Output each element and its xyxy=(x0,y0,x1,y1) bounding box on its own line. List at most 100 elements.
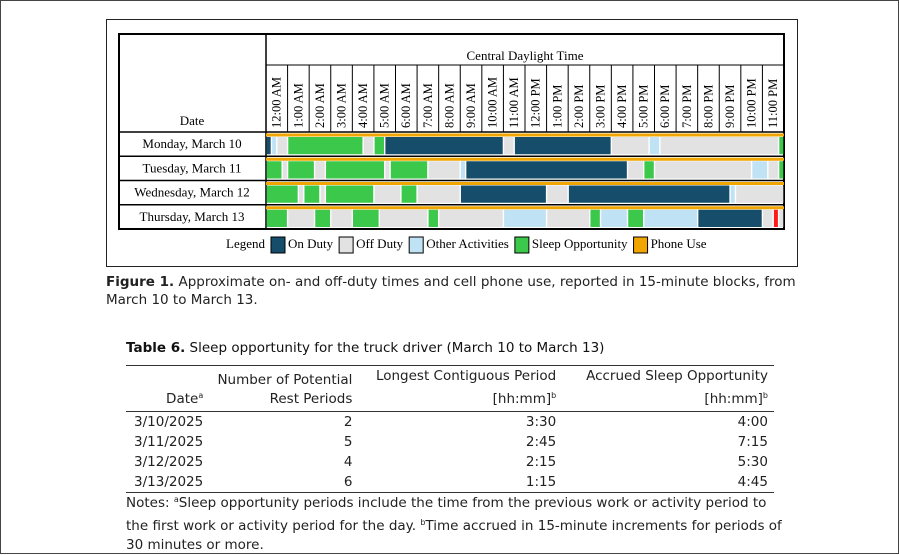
activity-block xyxy=(326,161,385,179)
activity-block xyxy=(288,161,314,179)
phone-use-strip xyxy=(266,182,784,185)
activity-block xyxy=(601,209,627,227)
x-tick-label: 5:00 AM xyxy=(378,83,392,128)
y-tick-label: Tuesday, March 11 xyxy=(143,160,242,175)
activity-block xyxy=(730,185,735,203)
x-tick-label: 6:00 AM xyxy=(399,83,413,128)
legend-swatch xyxy=(514,236,530,254)
table-label: Table 6. xyxy=(126,340,186,356)
notes: Notes: aSleep opportunity periods includ… xyxy=(126,490,786,555)
note-text: Sleep opportunity periods include the ti… xyxy=(126,495,767,534)
y-axis-label: Date xyxy=(180,113,205,128)
column-header-line: [hh:mm] xyxy=(492,391,552,407)
column-header: Number of Potential Rest Periods xyxy=(209,365,359,412)
x-tick-label: 8:00 AM xyxy=(442,83,456,128)
column-header-line: Number of Potential xyxy=(217,372,353,388)
x-tick-label: 12:00 AM xyxy=(270,77,284,128)
activity-block xyxy=(428,161,460,179)
activity-block xyxy=(401,185,417,203)
x-tick-label: 4:00 AM xyxy=(356,83,370,128)
x-tick-label: 9:00 AM xyxy=(464,83,478,128)
activity-block xyxy=(331,209,352,227)
activity-block xyxy=(374,185,401,203)
activity-block xyxy=(439,209,503,227)
activity-block xyxy=(266,209,287,227)
activity-block xyxy=(374,137,385,155)
header-row: Datea Number of Potential Rest Periods Long… xyxy=(126,365,774,412)
column-header: Datea xyxy=(126,365,210,412)
x-tick-label: 3:00 PM xyxy=(593,85,607,128)
table-cell: 4:00 xyxy=(737,414,768,430)
activity-block xyxy=(266,137,271,155)
activity-block xyxy=(380,209,428,227)
activity-block xyxy=(547,185,568,203)
activity-block xyxy=(644,161,654,179)
legend-swatch xyxy=(408,236,424,254)
activity-block xyxy=(628,209,644,227)
legend-swatch xyxy=(338,236,354,254)
table-title: Table 6. Sleep opportunity for the truck… xyxy=(126,340,604,356)
legend-title: Legend xyxy=(226,236,265,251)
column-header-line: [hh:mm] xyxy=(704,391,763,407)
table-row: 3/10/2025 2 3:30 4:00 xyxy=(126,412,774,433)
x-tick-label: 7:00 PM xyxy=(680,85,694,128)
table-cell: 3/13/2025 xyxy=(126,472,210,493)
activity-block xyxy=(547,209,590,227)
activity-block xyxy=(266,161,282,179)
legend-label: Off Duty xyxy=(356,236,404,251)
activity-block xyxy=(504,209,546,227)
table-cell: 2:45 xyxy=(525,434,557,450)
x-tick-label: 10:00 PM xyxy=(745,78,759,128)
activity-block xyxy=(779,137,784,155)
activity-block xyxy=(752,161,768,179)
table-cell: 1:15 xyxy=(358,472,563,493)
x-axis-label: Central Daylight Time xyxy=(467,48,584,63)
table-cell: 5 xyxy=(343,434,353,450)
chart: Central Daylight Time Date 12:00 AM 1:00 … xyxy=(118,33,785,254)
activity-block xyxy=(736,185,784,203)
x-tick-label: 9:00 PM xyxy=(723,85,737,128)
x-tick-label: 1:00 PM xyxy=(550,85,564,128)
activity-block xyxy=(315,209,331,227)
caption-label: Figure 1. xyxy=(106,274,175,290)
figure-frame xyxy=(106,19,798,267)
table-cell: 7:15 xyxy=(737,434,768,450)
activity-block xyxy=(277,137,287,155)
x-tick-label: 7:00 AM xyxy=(421,83,435,128)
activity-block xyxy=(304,185,320,203)
activity-block xyxy=(385,161,390,179)
activity-block xyxy=(417,185,460,203)
footnote-mark: b xyxy=(420,518,426,527)
phone-use-strip xyxy=(266,206,784,210)
activity-block xyxy=(779,161,784,179)
table-title-text: Sleep opportunity for the truck driver (… xyxy=(189,340,605,356)
table-cell: 3:30 xyxy=(525,414,557,430)
activity-block xyxy=(282,161,287,179)
x-tick-label: 10:00 AM xyxy=(486,77,500,128)
note-text: Time accrued in 15-minute increments for… xyxy=(126,518,782,553)
table-row: 3/13/2025 6 1:15 4:45 xyxy=(126,472,774,493)
phone-use-strip xyxy=(266,133,784,137)
table-cell: 2 xyxy=(343,414,353,430)
legend-swatch xyxy=(633,236,649,254)
y-tick-label: Thursday, March 13 xyxy=(140,209,245,224)
activity-block xyxy=(644,209,697,227)
legend-label: On Duty xyxy=(288,236,334,251)
activity-block xyxy=(698,209,762,227)
x-tick-label: 2:00 AM xyxy=(313,83,327,128)
y-tick-label: Wednesday, March 12 xyxy=(134,185,249,200)
activity-block xyxy=(660,137,778,155)
x-tick-label: 6:00 PM xyxy=(658,85,672,128)
column-header-line: Rest Periods xyxy=(269,391,353,407)
activity-block xyxy=(299,185,304,203)
activity-block xyxy=(385,137,503,155)
activity-block xyxy=(272,137,277,155)
activity-block xyxy=(288,209,314,227)
table-cell: 5:30 xyxy=(737,454,768,470)
activity-block xyxy=(460,161,465,179)
table-cell: 3/11/2025 xyxy=(134,434,204,450)
x-tick-label: 2:00 PM xyxy=(572,85,586,128)
x-tick-label: 11:00 AM xyxy=(507,77,521,128)
footnote-mark: a xyxy=(198,391,204,400)
table-cell: 6 xyxy=(209,472,359,493)
